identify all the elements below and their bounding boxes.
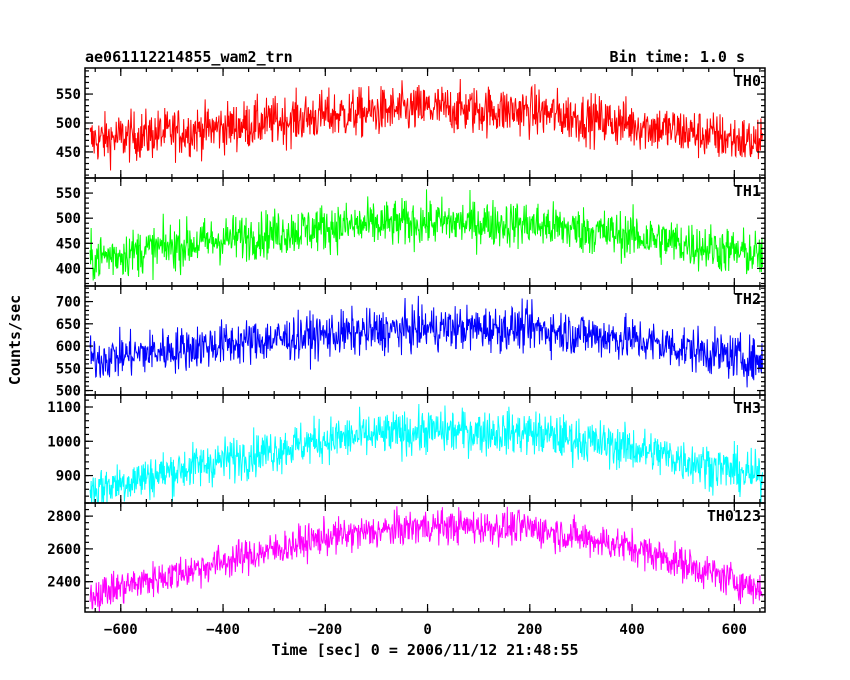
series-line-th0123 — [89, 506, 763, 612]
x-tick-label: −200 — [308, 622, 342, 638]
series-line-th1 — [89, 189, 763, 281]
panel-label-th3: TH3 — [734, 399, 761, 417]
panel-frame — [84, 502, 766, 613]
y-tick-label: 550 — [56, 361, 81, 377]
series-line-th0 — [89, 78, 763, 171]
panel-th3: 900 1000 1100 TH3 — [47, 394, 766, 504]
y-tick-label: 500 — [56, 211, 81, 227]
panel-th0: 450 500 550 TH0 — [56, 67, 766, 179]
x-tick-label: 0 — [423, 622, 431, 638]
panel-label-th1: TH1 — [734, 182, 761, 200]
bin-time-label: Bin time: 1.0 s — [610, 48, 745, 66]
panel-label-th2: TH2 — [734, 290, 761, 308]
y-tick-label: 550 — [56, 87, 81, 103]
panel-label-th0: TH0 — [734, 72, 761, 90]
panel-label-th0123: TH0123 — [707, 507, 761, 525]
x-tick-label: 600 — [722, 622, 747, 638]
y-tick-label: 900 — [56, 469, 81, 485]
panel-th1: 400 450 500 550 TH1 — [56, 177, 766, 287]
series-line-th3 — [89, 403, 763, 503]
panel-th2: 500 550 600 650 700 TH2 — [56, 285, 766, 400]
y-tick-label: 400 — [56, 261, 81, 277]
x-tick-label: −600 — [104, 622, 138, 638]
y-tick-label: 650 — [56, 317, 81, 333]
y-tick-label: 2800 — [47, 509, 81, 525]
y-tick-label: 2400 — [47, 575, 81, 591]
y-tick-label: 2600 — [47, 542, 81, 558]
y-tick-label: 1000 — [47, 434, 81, 450]
y-tick-label: 450 — [56, 236, 81, 252]
x-tick-label: −400 — [206, 622, 240, 638]
y-tick-label: 450 — [56, 145, 81, 161]
panel-th0123: 2400 2600 2800 TH0123 — [47, 502, 766, 613]
y-axis-label: Counts/sec — [6, 295, 24, 385]
x-tick-label: 400 — [619, 622, 644, 638]
chart-title: ae061112214855_wam2_trn — [85, 48, 293, 66]
y-tick-label: 500 — [56, 116, 81, 132]
x-axis-label: Time [sec] 0 = 2006/11/12 21:48:55 — [271, 641, 578, 659]
panels-layer: 450 500 550 TH0 400 450 500 550 TH1 500 550 600 650 7… — [47, 67, 766, 613]
y-tick-label: 550 — [56, 186, 81, 202]
y-tick-label: 600 — [56, 339, 81, 355]
x-tick-label: 200 — [517, 622, 542, 638]
y-tick-label: 500 — [56, 384, 81, 400]
y-tick-label: 1100 — [47, 400, 81, 416]
x-axis: −600 −400 −200 0 200 400 600 — [104, 622, 747, 638]
y-tick-label: 700 — [56, 295, 81, 311]
series-line-th2 — [89, 295, 763, 388]
